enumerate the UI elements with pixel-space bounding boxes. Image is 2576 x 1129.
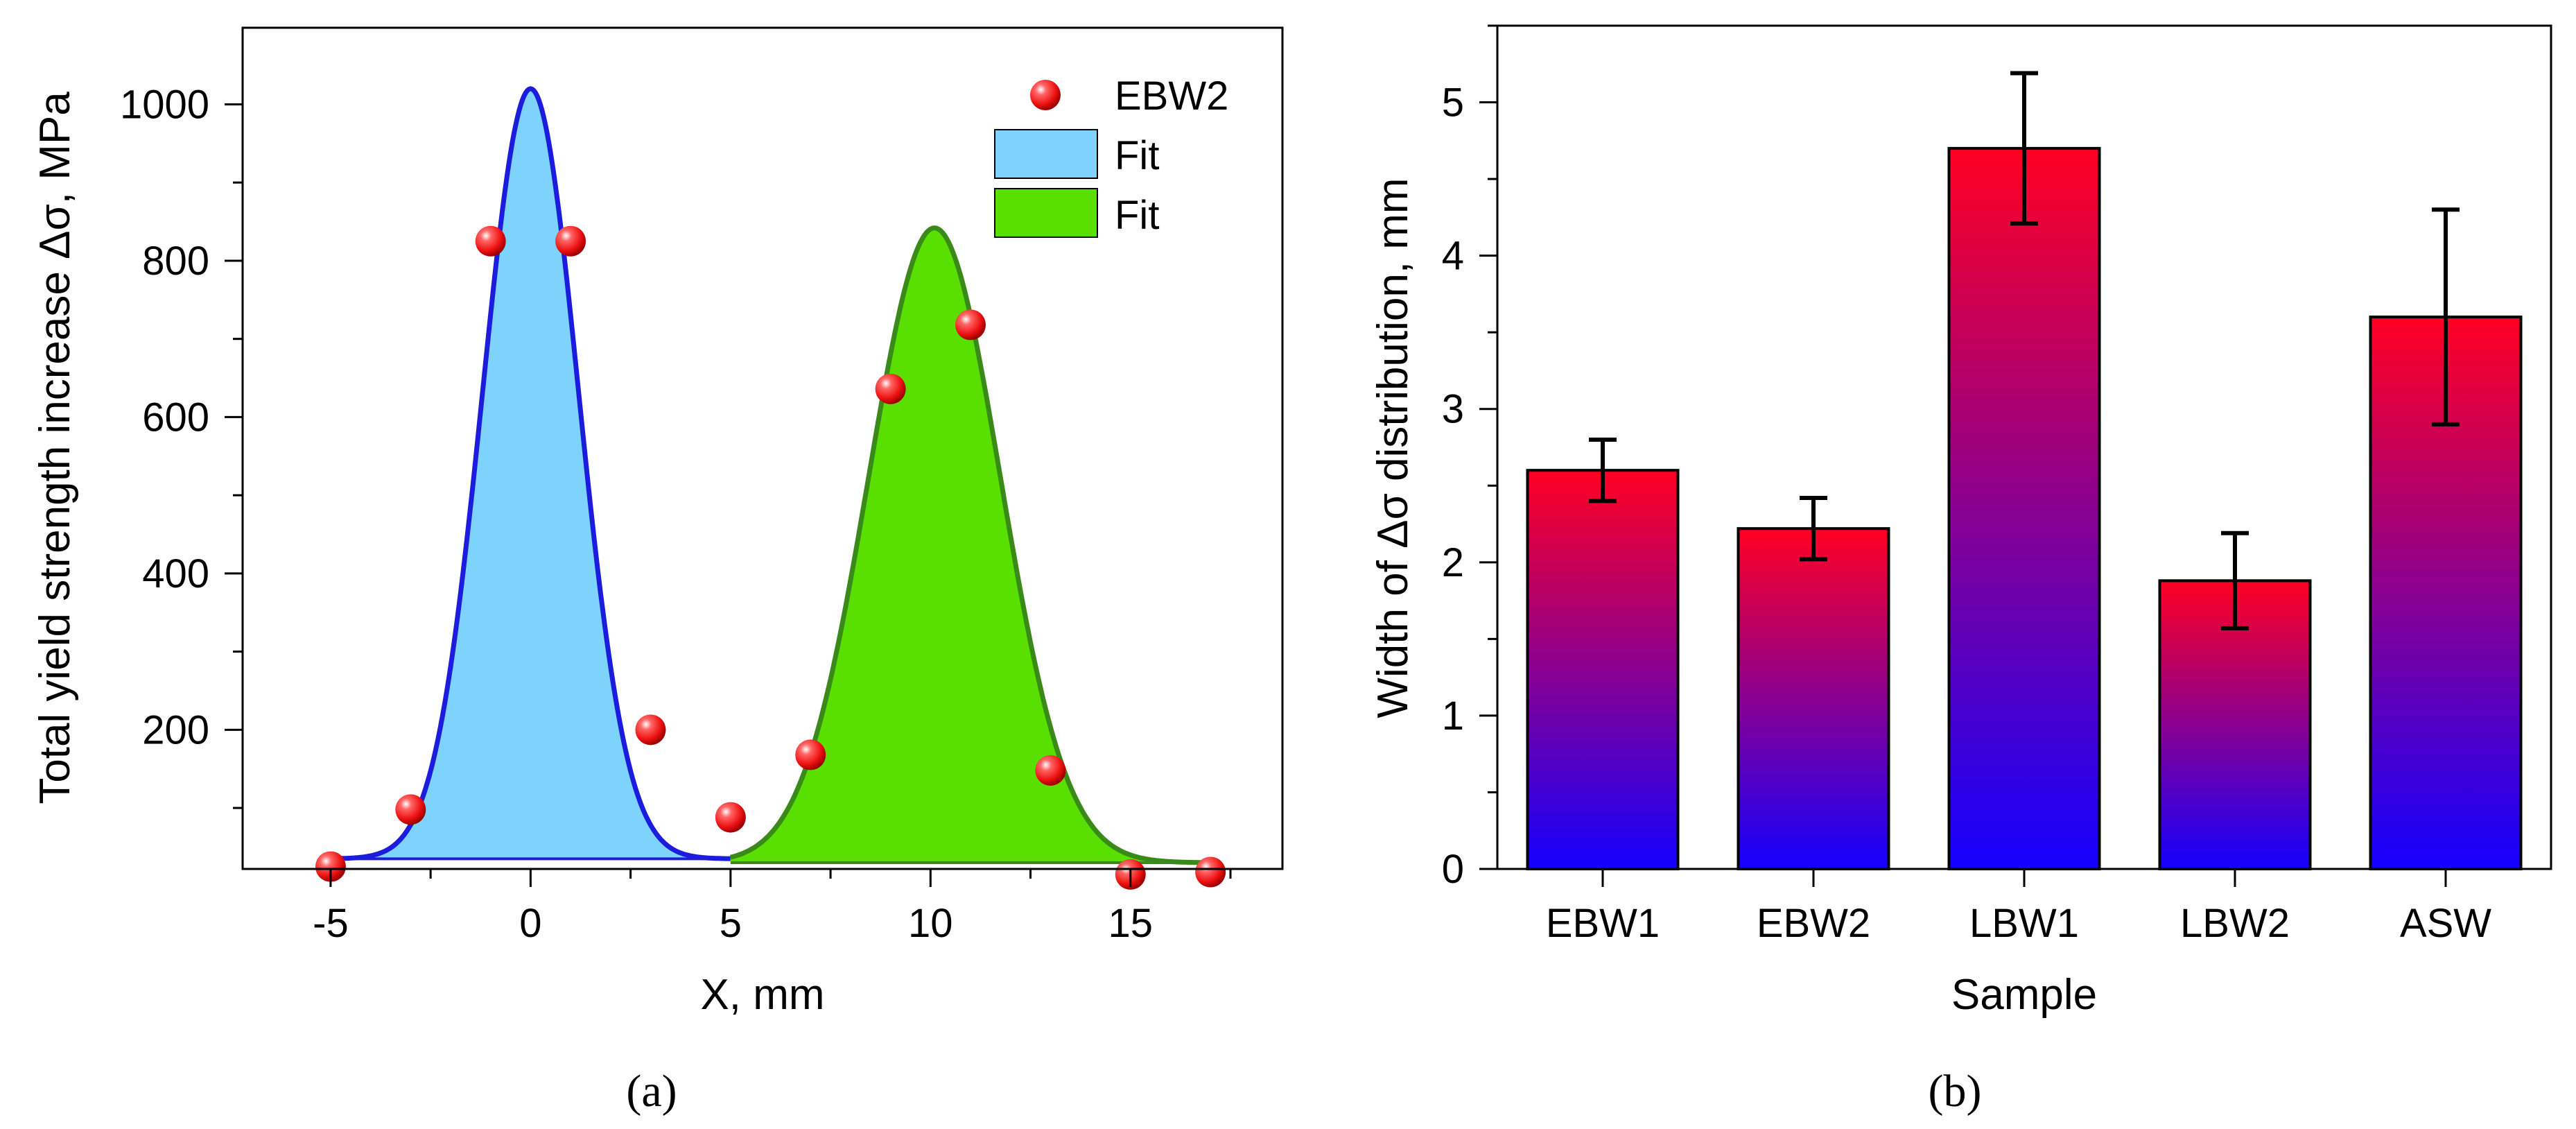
data-point [315,851,346,882]
error-bar-ebw2 [1800,495,1827,562]
legend-label-fit-1: Fit [1115,133,1159,178]
panel-b-x-axis-label: Sample [1951,971,2097,1019]
legend-label-fit-2: Fit [1115,193,1159,238]
fit-curve-1-line [330,86,731,861]
data-point [875,373,906,404]
error-bar-lbw2 [2221,531,2249,630]
legend-marker-ebw2 [1030,80,1061,110]
y-tick-label: 1 [1442,693,1464,739]
category-label-lbw2: LBW2 [2180,901,2290,946]
bar-ebw1 [1526,469,1680,870]
y-tick-label: 5 [1442,80,1464,126]
x-tick-label: 10 [908,901,953,946]
panel-b-y-axis-label: Width of Δσ distribution, mm [1369,178,1417,718]
error-bar-lbw1 [2010,71,2038,226]
data-point [395,794,426,825]
data-point [1035,755,1066,786]
y-tick-label: 0 [1442,847,1464,892]
y-tick-label: 200 [142,707,209,752]
error-bar-ebw1 [1589,437,1617,503]
y-tick-label: 4 [1442,234,1464,279]
x-tick-label: 0 [519,901,541,946]
panel-a-plot-frame [241,26,1284,870]
panel-a-legend: EBW2 Fit Fit [994,74,1228,238]
panel-label-a: (a) [626,1066,677,1117]
y-tick-label: 600 [142,395,209,440]
panel-a-y-axis-label: Total yield strength increase Δσ, MPa [31,92,79,804]
category-label-ebw1: EBW1 [1546,901,1660,946]
y-tick-label: 3 [1442,387,1464,432]
category-label-lbw1: LBW1 [1969,901,2079,946]
data-point [555,225,586,257]
y-tick-label: 400 [142,551,209,596]
panel-b-chart: EBW1 EBW2 LBW1 LBW2 ASW 0 1 2 3 4 5 Sample Width … [1369,24,2552,1019]
legend-swatch-fit-2 [994,188,1098,238]
fit-curve-1-area [330,88,731,859]
data-point [955,309,986,341]
y-tick-label: 1000 [120,82,209,127]
x-tick-label: -5 [313,901,349,946]
y-tick-label: 2 [1442,540,1464,585]
error-bar-asw [2432,207,2460,426]
bar-lbw1 [1947,146,2101,871]
fit-curve-2-area [730,227,1211,863]
panel-a-x-axis-label: X, mm [700,971,824,1019]
category-label-ebw2: EBW2 [1757,901,1870,946]
data-point [795,739,826,770]
x-tick-label: 15 [1108,901,1154,946]
panel-label-b: (b) [1929,1066,1982,1117]
data-point [715,802,746,833]
legend-swatch-fit-1 [994,129,1098,179]
bar-ebw2 [1737,527,1890,870]
data-point [475,225,506,257]
panel-a-chart: -5 0 5 10 15 200 400 600 800 1000 X, mm Total yi… [31,26,1284,1019]
x-tick-label: 5 [720,901,742,946]
data-point [635,714,666,746]
category-label-asw: ASW [2400,901,2491,946]
y-tick-label: 800 [142,239,209,284]
legend-label-ebw2: EBW2 [1115,74,1228,119]
data-point [1195,856,1226,888]
